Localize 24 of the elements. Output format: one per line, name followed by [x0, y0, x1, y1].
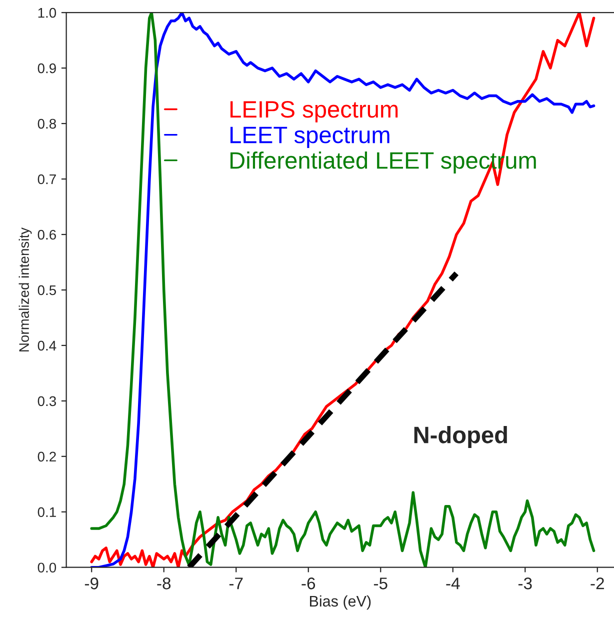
annotation: N-doped — [414, 426, 507, 448]
y-tick-label: 0.7 — [38, 174, 56, 184]
x-tick-label: -2 — [590, 578, 604, 590]
x-tick-label: -6 — [302, 578, 316, 590]
x-tick-label: -9 — [84, 578, 98, 590]
y-tick-label: 0.3 — [38, 396, 56, 406]
y-tick-label: 0.6 — [38, 230, 56, 240]
x-axis-title: Bias (eV) — [310, 595, 371, 610]
y-axis-title: Normalized intensity — [18, 227, 32, 352]
legend-label: LEIPS spectrum — [230, 101, 398, 122]
x-tick-label: -5 — [374, 578, 388, 590]
x-tick-label: -7 — [229, 578, 243, 590]
y-tick-label: 0.8 — [38, 118, 56, 129]
y-tick-label: 0.1 — [38, 507, 56, 518]
y-tick-label: 0.9 — [38, 63, 56, 74]
y-tick-label: 0.2 — [38, 452, 56, 462]
x-tick-label: -4 — [446, 578, 460, 590]
legend-label: LEET spectrum — [230, 126, 390, 148]
y-tick-label: 0.5 — [38, 285, 56, 296]
x-tick-label: -8 — [157, 578, 171, 590]
y-tick-label: 1.0 — [38, 8, 56, 18]
x-tick-label: -3 — [518, 578, 532, 590]
y-tick-label: 0.4 — [38, 340, 56, 351]
y-tick-label: 0.0 — [38, 562, 56, 573]
